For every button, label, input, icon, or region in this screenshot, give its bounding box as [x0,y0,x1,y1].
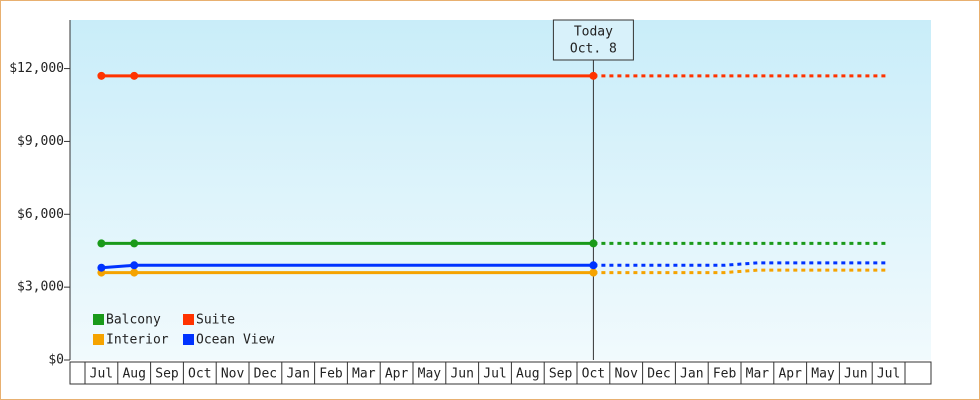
x-tick-label: May [418,367,442,382]
today-title: Today [574,25,613,40]
x-tick-label: Jun [844,367,867,382]
x-tick-label: Oct [188,367,211,382]
x-tick-label: Dec [647,367,670,382]
price-point [97,263,106,272]
x-tick-label: Jan [286,367,309,382]
price-point [130,261,139,270]
legend-label: Ocean View [196,333,274,348]
price-point [130,71,139,80]
x-tick-label: Sep [155,367,179,382]
x-tick-label: Oct [582,367,605,382]
x-tick-label: Jul [483,367,506,382]
x-tick-label: Feb [713,367,737,382]
price-point [589,268,598,277]
x-tick-label: Jun [450,367,473,382]
legend-label: Balcony [106,313,161,328]
price-point [589,261,598,270]
legend-label: Suite [196,313,235,328]
forecast-line [593,268,889,275]
legend-swatch [93,334,104,345]
x-tick-label: Aug [122,367,145,382]
x-tick-label: Dec [254,367,277,382]
plot-area [70,20,931,360]
legend-swatch [93,314,104,325]
x-tick-label: Apr [778,367,802,382]
y-tick-label: $0 [48,353,64,368]
x-tick-label: May [811,367,835,382]
price-line [101,263,594,270]
y-tick-label: $9,000 [17,134,64,149]
x-tick-label: Apr [385,367,409,382]
price-point [97,239,106,248]
legend-swatch [183,334,194,345]
today-date: Oct. 8 [570,42,617,57]
y-tick-label: $12,000 [9,61,64,76]
x-tick-label: Nov [221,367,245,382]
x-tick-label: Mar [746,367,770,382]
y-tick-label: $3,000 [17,280,64,295]
x-axis-box [69,361,932,385]
price-point [130,239,139,248]
x-tick-label: Feb [319,367,343,382]
x-tick-label: Mar [352,367,376,382]
legend-swatch [183,314,194,325]
x-tick-label: Sep [549,367,573,382]
price-point [97,71,106,80]
price-point [589,71,598,80]
x-tick-label: Nov [614,367,638,382]
y-tick-label: $6,000 [17,207,64,222]
price-point [589,239,598,248]
today-box [552,19,634,61]
price-point [130,268,139,277]
legend-label: Interior [106,333,169,348]
x-tick-label: Jan [680,367,703,382]
x-tick-label: Jul [877,367,900,382]
x-tick-label: Aug [516,367,539,382]
forecast-line [593,261,889,267]
x-tick-label: Jul [90,367,113,382]
